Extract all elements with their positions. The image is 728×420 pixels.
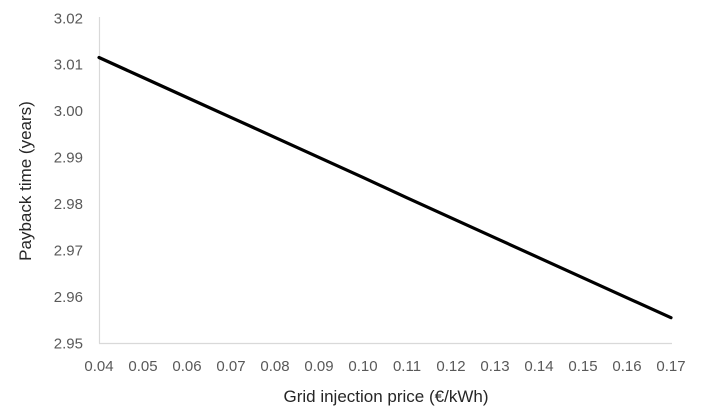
- y-tick-label: 2.98: [54, 196, 83, 213]
- x-axis-title: Grid injection price (€/kWh): [283, 387, 488, 406]
- x-tick-label: 0.07: [216, 358, 245, 375]
- x-tick-label: 0.04: [84, 358, 113, 375]
- y-tick-label: 3.01: [54, 57, 83, 74]
- x-tick-label: 0.16: [612, 358, 641, 375]
- x-tick-label: 0.11: [393, 358, 421, 375]
- x-tick-label: 0.08: [260, 358, 289, 375]
- x-tick-label: 0.10: [348, 358, 377, 375]
- x-axis-tick-labels: 0.04 0.05 0.06 0.07 0.08 0.09 0.10 0.11 …: [84, 358, 685, 375]
- y-tick-label: 2.96: [54, 289, 83, 306]
- x-tick-label: 0.13: [480, 358, 509, 375]
- y-axis-tick-labels: 3.02 3.01 3.00 2.99 2.98 2.97 2.96 2.95: [54, 10, 83, 352]
- y-tick-label: 2.99: [54, 150, 83, 167]
- y-tick-label: 2.97: [54, 243, 83, 260]
- y-tick-label: 2.95: [54, 336, 83, 353]
- x-tick-label: 0.06: [172, 358, 201, 375]
- axes: [98, 17, 672, 345]
- y-axis-title: Payback time (years): [16, 101, 35, 261]
- payback-line: [97, 55, 673, 320]
- x-tick-label: 0.09: [304, 358, 333, 375]
- x-tick-label: 0.05: [128, 358, 157, 375]
- y-tick-label: 3.02: [54, 10, 83, 27]
- x-tick-label: 0.12: [436, 358, 465, 375]
- y-tick-label: 3.00: [54, 103, 83, 120]
- x-tick-label: 0.17: [656, 358, 685, 375]
- x-tick-label: 0.15: [568, 358, 597, 375]
- x-tick-label: 0.14: [524, 358, 553, 375]
